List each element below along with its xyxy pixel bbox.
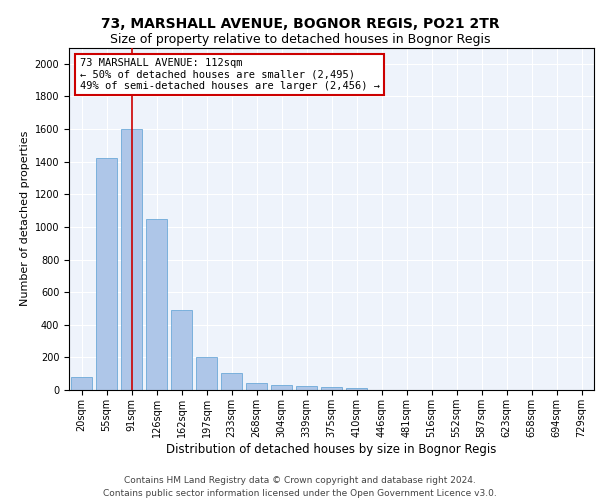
Text: 73 MARSHALL AVENUE: 112sqm
← 50% of detached houses are smaller (2,495)
49% of s: 73 MARSHALL AVENUE: 112sqm ← 50% of deta… <box>79 58 380 91</box>
Y-axis label: Number of detached properties: Number of detached properties <box>20 131 31 306</box>
Bar <box>271 386 292 390</box>
Bar <box>221 373 242 390</box>
Bar <box>346 388 367 390</box>
Bar <box>121 129 142 390</box>
Text: 73, MARSHALL AVENUE, BOGNOR REGIS, PO21 2TR: 73, MARSHALL AVENUE, BOGNOR REGIS, PO21 … <box>101 18 499 32</box>
Bar <box>146 219 167 390</box>
X-axis label: Distribution of detached houses by size in Bognor Regis: Distribution of detached houses by size … <box>166 442 497 456</box>
Bar <box>321 387 342 390</box>
Bar <box>196 356 217 390</box>
Bar <box>246 384 267 390</box>
Bar <box>96 158 117 390</box>
Text: Contains HM Land Registry data © Crown copyright and database right 2024.
Contai: Contains HM Land Registry data © Crown c… <box>103 476 497 498</box>
Bar <box>71 377 92 390</box>
Text: Size of property relative to detached houses in Bognor Regis: Size of property relative to detached ho… <box>110 32 490 46</box>
Bar <box>171 310 192 390</box>
Bar <box>296 386 317 390</box>
